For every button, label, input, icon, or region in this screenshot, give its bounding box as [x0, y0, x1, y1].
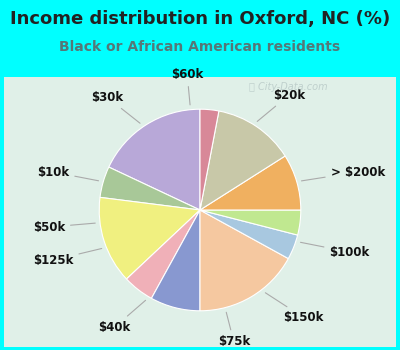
Text: $75k: $75k	[218, 312, 250, 348]
Text: $60k: $60k	[171, 68, 203, 105]
Text: $10k: $10k	[37, 166, 98, 181]
Text: $30k: $30k	[91, 91, 140, 123]
Wedge shape	[152, 210, 200, 311]
Wedge shape	[200, 210, 288, 311]
Wedge shape	[109, 109, 200, 210]
Text: $150k: $150k	[265, 293, 324, 324]
Text: $125k: $125k	[33, 248, 102, 267]
Text: Income distribution in Oxford, NC (%): Income distribution in Oxford, NC (%)	[10, 10, 390, 28]
Wedge shape	[200, 111, 285, 210]
Text: > $200k: > $200k	[302, 166, 385, 181]
Wedge shape	[200, 210, 301, 235]
Text: Ⓜ City-Data.com: Ⓜ City-Data.com	[249, 83, 327, 92]
Text: $40k: $40k	[98, 300, 146, 334]
Wedge shape	[100, 167, 200, 210]
Text: $50k: $50k	[33, 220, 95, 233]
Wedge shape	[200, 156, 301, 210]
Text: $100k: $100k	[300, 242, 370, 259]
Text: $20k: $20k	[257, 89, 305, 121]
Wedge shape	[126, 210, 200, 298]
Wedge shape	[99, 197, 200, 279]
Text: Black or African American residents: Black or African American residents	[60, 40, 340, 54]
Wedge shape	[200, 210, 298, 259]
Wedge shape	[200, 109, 219, 210]
